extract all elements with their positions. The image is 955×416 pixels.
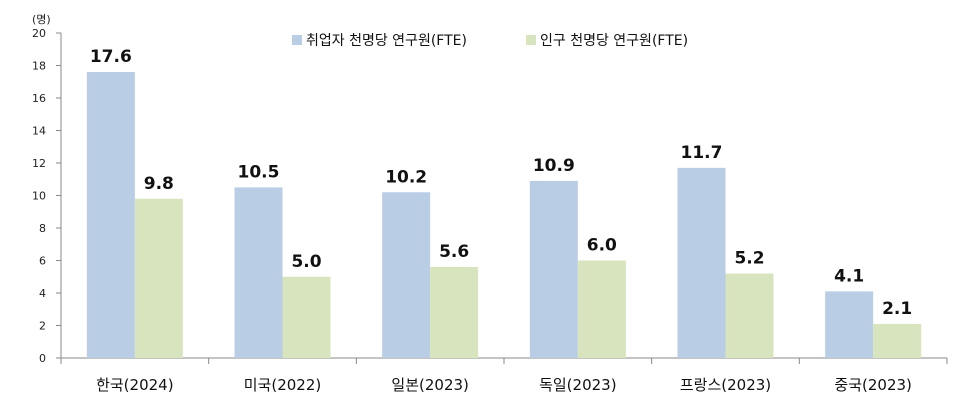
y-tick-label: 16 xyxy=(32,92,46,105)
bar-series-2 xyxy=(282,276,331,358)
y-tick-label: 20 xyxy=(32,27,46,40)
chart-legend: 취업자 천명당 연구원(FTE) 인구 천명당 연구원(FTE) xyxy=(292,33,688,49)
y-tick-label: 0 xyxy=(39,352,46,365)
x-category-label: 한국(2024) xyxy=(96,376,173,394)
x-category-label: 프랑스(2023) xyxy=(680,376,771,394)
bar-value-label: 11.7 xyxy=(681,143,723,163)
x-category-label: 중국(2023) xyxy=(834,376,911,394)
bar-value-label: 5.0 xyxy=(291,252,321,272)
bar-series-1 xyxy=(234,187,283,358)
y-tick-label: 12 xyxy=(32,157,46,170)
y-tick-label: 14 xyxy=(32,125,46,138)
legend-label-series-1: 취업자 천명당 연구원(FTE) xyxy=(306,33,467,49)
bar-series-2 xyxy=(134,198,183,358)
bar-series-1 xyxy=(382,192,431,358)
bar-value-label: 4.1 xyxy=(834,266,864,286)
bar-value-label: 9.8 xyxy=(144,174,174,194)
bar-series-2 xyxy=(873,323,922,358)
bar-series-1 xyxy=(825,291,874,358)
bar-value-label: 2.1 xyxy=(882,299,912,319)
y-tick-label: 10 xyxy=(32,190,46,203)
x-category-label: 독일(2023) xyxy=(539,376,616,394)
bar-series-2 xyxy=(430,267,479,358)
bar-value-label: 5.2 xyxy=(734,249,764,269)
legend-swatch-series-1 xyxy=(292,35,302,45)
legend-label-series-2: 인구 천명당 연구원(FTE) xyxy=(540,33,688,49)
y-tick-label: 18 xyxy=(32,60,46,73)
bar-value-label: 10.2 xyxy=(385,167,427,187)
bar-value-label: 17.6 xyxy=(90,47,132,67)
x-category-label: 일본(2023) xyxy=(391,376,468,394)
chart-labels: 17.6 9.8 한국(2024) 10.5 5.0 미국(2022) 10.2 5.6 일본(… xyxy=(90,47,912,394)
bar-value-label: 6.0 xyxy=(587,236,617,256)
chart-axes: 0 2 4 6 8 10 12 14 16 18 20 xyxy=(32,27,948,365)
y-tick-label: 2 xyxy=(39,320,46,333)
bar-series-1 xyxy=(529,180,578,358)
y-unit-label: (명) xyxy=(32,13,51,26)
bar-series-1 xyxy=(677,167,726,358)
bar-value-label: 10.9 xyxy=(533,156,575,176)
bar-series-2 xyxy=(577,260,626,358)
y-tick-label: 6 xyxy=(39,255,46,268)
bar-series-1 xyxy=(86,72,135,358)
chart-bars xyxy=(86,72,922,358)
bar-value-label: 10.5 xyxy=(238,162,280,182)
x-category-label: 미국(2022) xyxy=(244,376,321,394)
legend-swatch-series-2 xyxy=(526,35,536,45)
y-tick-label: 8 xyxy=(39,222,46,235)
bar-series-2 xyxy=(725,273,774,358)
bar-value-label: 5.6 xyxy=(439,242,469,262)
y-tick-label: 4 xyxy=(39,287,46,300)
